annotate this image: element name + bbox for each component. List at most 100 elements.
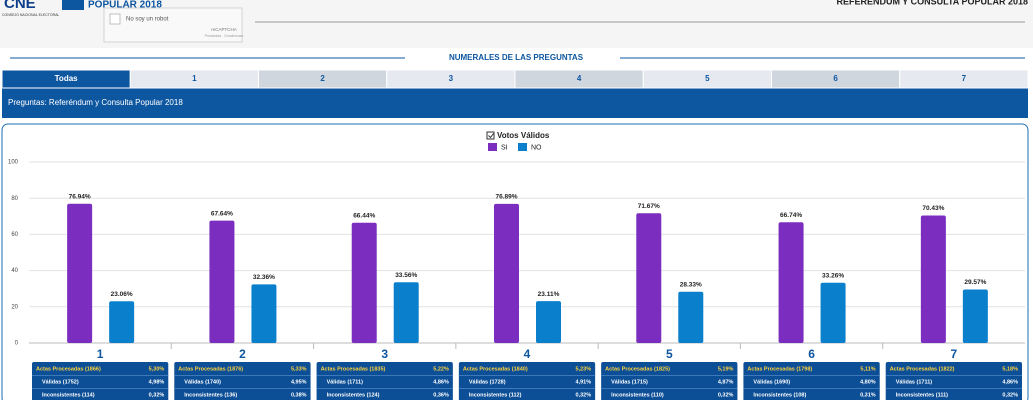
legend-checkbox[interactable] [486,131,495,140]
stats-box [316,362,453,400]
banner [2,88,1028,118]
y-tick-label: 40 [11,268,18,274]
value-label: 33.26% [822,273,844,280]
value-label: 76.94% [69,193,91,200]
x-tick-label: 3 [381,347,388,361]
stats-value: 0,38% [291,392,307,398]
value-label: 23.11% [538,291,560,298]
logo-sep [62,0,84,10]
top-title: REFERÉNDUM Y CONSULTA POPULAR 2018 [836,0,1028,6]
value-label: 71.67% [638,203,660,210]
stats-label: Inconsistentes (114) [42,392,95,398]
stats-value: 4,86% [433,379,449,385]
y-tick-label: 0 [15,341,19,347]
x-tick-label: 1 [97,347,104,361]
y-tick-label: 20 [11,304,18,310]
captcha-brand: reCAPTCHA [211,27,237,32]
tab-label[interactable]: Todas [55,74,79,83]
stats-label: Inconsistentes (111) [896,392,948,398]
y-tick-label: 60 [11,232,18,238]
value-label: 70.43% [922,205,944,212]
tab-label[interactable]: 4 [577,74,582,83]
legend-title: Votos Válidos [497,131,550,140]
bar[interactable] [820,282,846,343]
tab-label[interactable]: 7 [962,74,967,83]
stats-value: 4,80% [860,379,876,385]
bar[interactable] [393,282,419,343]
value-label: 33.56% [395,272,417,279]
stats-label: Actas Procesadas (1866) [36,366,101,372]
logo: CNE [4,0,36,12]
tab-label[interactable]: 3 [449,74,454,83]
bar[interactable] [636,213,662,343]
stats-value: 0,31% [860,392,876,398]
bar[interactable] [67,203,93,343]
stats-value: 0,32% [576,392,592,398]
stats-label: Actas Procesadas (1798) [747,366,812,372]
stats-label: Inconsistentes (110) [611,392,664,398]
bar[interactable] [778,222,804,343]
legend-label[interactable]: NO [531,144,542,151]
stats-label: Actas Procesadas (1822) [890,366,955,372]
stats-label: Válidas (1715) [611,379,648,385]
stats-box [174,362,311,400]
legend-swatch[interactable] [518,143,527,151]
value-label: 76.89% [495,194,517,201]
bar[interactable] [962,289,988,343]
stats-box [743,362,880,400]
legend-swatch[interactable] [488,143,497,151]
stats-label: Válidas (1740) [184,379,221,385]
tab-label[interactable]: 1 [192,74,197,83]
stats-value: 0,32% [1002,392,1018,398]
stats-label: Inconsistentes (136) [184,392,237,398]
captcha-checkbox[interactable] [109,13,121,25]
bar[interactable] [920,215,946,343]
stats-label: Válidas (1752) [42,379,79,385]
value-label: 23.06% [111,291,133,298]
stats-box [885,362,1022,400]
tab-label[interactable]: 2 [320,74,325,83]
bar[interactable] [209,220,235,343]
check-mark [488,133,494,139]
stats-value: 5,11% [860,366,875,372]
legend-label[interactable]: SI [501,144,508,151]
y-tick-label: 100 [8,160,19,166]
stats-label: Inconsistentes (112) [469,392,522,398]
stats-value: 4,98% [149,379,165,385]
stats-value: 0,36% [433,392,449,398]
bar[interactable] [109,301,135,343]
stats-value: 0,32% [718,392,734,398]
bar[interactable] [251,284,277,343]
tab-label[interactable]: 6 [833,74,838,83]
stats-box [458,362,596,400]
bar[interactable] [494,203,519,343]
stats-value: 5,18% [1002,366,1018,372]
x-tick-label: 4 [524,347,531,361]
stats-box [32,362,169,400]
bar[interactable] [678,291,704,343]
stats-label: Válidas (1711) [327,379,364,385]
captcha-links: Privacidad - Condiciones [205,34,244,38]
logo-sub: CONSEJO NACIONAL ELECTORAL [2,13,59,17]
stats-value: 5,30% [149,366,165,372]
bar[interactable] [536,301,561,343]
tab[interactable] [899,69,1029,89]
stats-label: Inconsistentes (124) [327,392,380,398]
stats-value: 5,22% [433,366,449,372]
stats-value: 4,87% [718,379,734,385]
bar[interactable] [351,222,377,343]
value-label: 29.57% [964,279,986,286]
tab-label[interactable]: 5 [705,74,710,83]
stats-label: Válidas (1711) [896,379,933,385]
banner-text: Preguntas: Referéndum y Consulta Popular… [8,98,183,107]
stats-label: Válidas (1728) [469,379,506,385]
captcha-label: No soy un robot [126,17,169,23]
value-label: 28.33% [680,281,702,288]
stats-label: Actas Procesadas (1840) [463,366,528,372]
stats-label: Válidas (1690) [753,379,790,385]
value-label: 66.74% [780,212,802,219]
captcha-box[interactable] [103,7,243,43]
x-tick-label: 7 [951,347,958,361]
value-label: 32.36% [253,274,275,281]
